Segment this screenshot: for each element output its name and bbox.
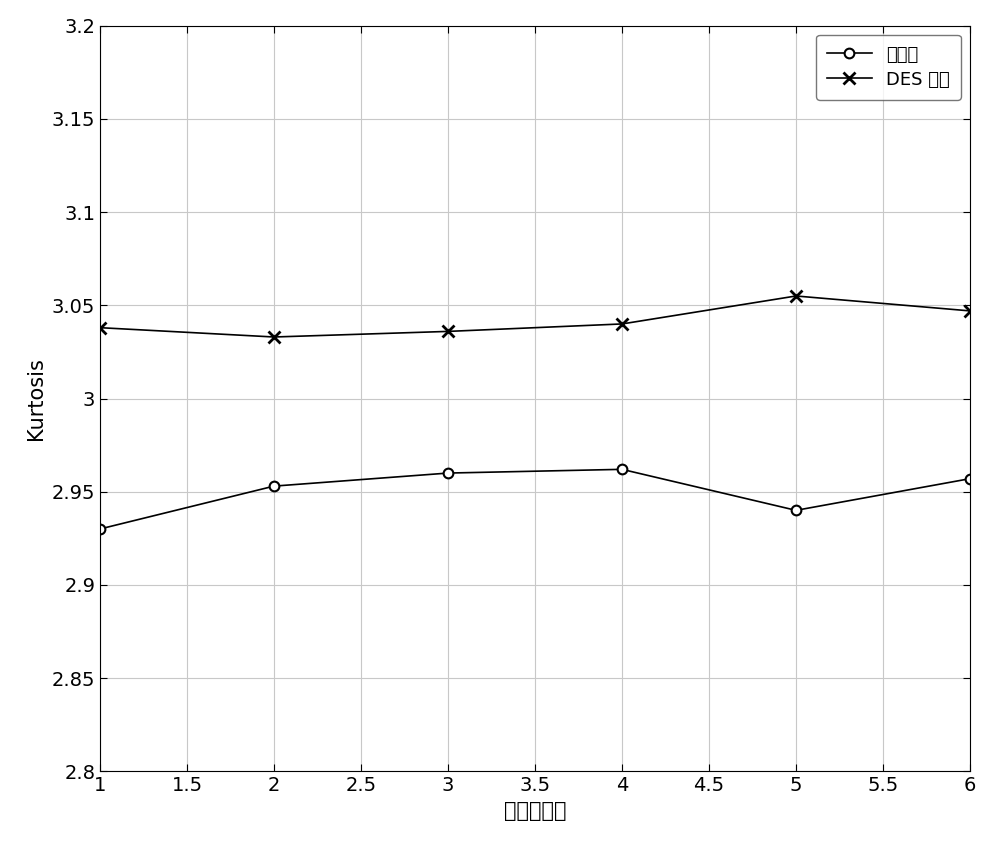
DES 加密 bbox=[790, 291, 802, 301]
Legend: 未加密, DES 加密: 未加密, DES 加密 bbox=[816, 35, 961, 99]
未加密 bbox=[442, 468, 454, 478]
DES 加密 bbox=[268, 332, 280, 342]
未加密 bbox=[94, 524, 106, 534]
X-axis label: 特征値序列: 特征値序列 bbox=[504, 800, 566, 821]
Y-axis label: Kurtosis: Kurtosis bbox=[26, 357, 46, 440]
DES 加密 bbox=[964, 306, 976, 316]
DES 加密 bbox=[616, 319, 628, 329]
未加密 bbox=[790, 506, 802, 516]
未加密 bbox=[616, 464, 628, 475]
DES 加密 bbox=[94, 322, 106, 333]
未加密 bbox=[268, 481, 280, 491]
未加密 bbox=[964, 474, 976, 484]
Line: 未加密: 未加密 bbox=[95, 464, 975, 534]
DES 加密 bbox=[442, 327, 454, 337]
Line: DES 加密: DES 加密 bbox=[94, 291, 976, 343]
